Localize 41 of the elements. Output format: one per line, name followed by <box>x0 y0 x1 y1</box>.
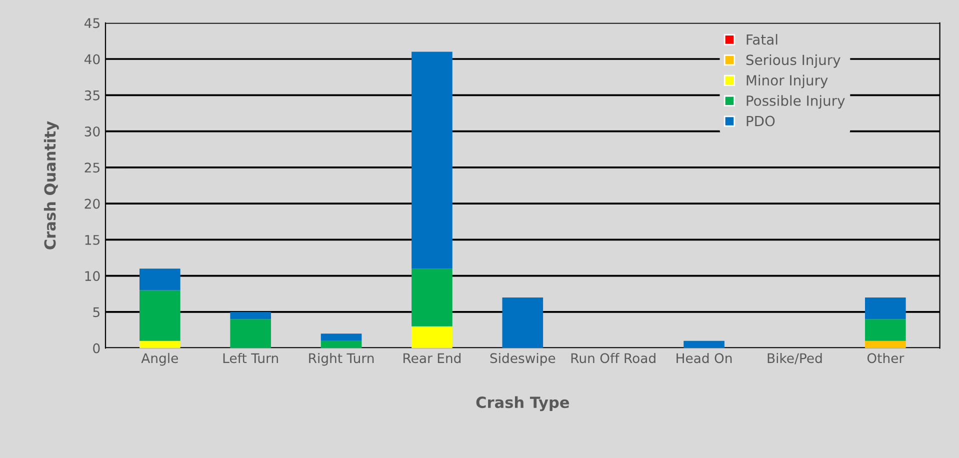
legend-label: Fatal <box>746 34 778 45</box>
bar <box>412 52 452 269</box>
y-tick-label: 20 <box>84 198 100 209</box>
bar <box>320 340 362 348</box>
y-tick-label: 40 <box>84 54 100 64</box>
bar <box>230 312 271 320</box>
bar <box>865 319 906 341</box>
y-tick-label: 10 <box>85 271 100 282</box>
bar <box>140 268 180 290</box>
y-tick-label: 45 <box>84 18 100 28</box>
bar <box>320 334 362 341</box>
y-axis-title: Crash Quantity <box>44 121 59 250</box>
x-tick-label: Other <box>867 352 904 364</box>
bar <box>865 297 906 320</box>
x-tick-label: Sideswipe <box>490 352 556 366</box>
y-tick-label: 35 <box>84 90 100 100</box>
x-tick-label: Right Turn <box>309 352 374 366</box>
bar <box>412 326 452 348</box>
x-tick-label: Angle <box>141 352 178 366</box>
y-tick-label: 15 <box>85 235 100 245</box>
x-tick-label: Left Turn <box>223 352 278 364</box>
legend-label: Possible Injury <box>746 95 845 109</box>
y-tick-label: 0 <box>93 343 100 354</box>
bar <box>502 297 544 348</box>
y-tick-label: 25 <box>84 162 100 173</box>
bar <box>412 268 452 326</box>
x-tick-label: Rear End <box>404 352 461 364</box>
x-axis-title: Crash Type <box>476 396 570 412</box>
legend-label: Serious Injury <box>746 54 840 68</box>
x-tick-label: Head On <box>676 352 732 364</box>
x-tick-label: Bike/Ped <box>768 352 822 364</box>
bar <box>684 340 724 348</box>
x-tick-label: Run Off Road <box>571 352 656 364</box>
legend-label: Minor Injury <box>746 74 828 88</box>
legend-label: PDO <box>746 116 775 126</box>
bar <box>865 340 906 348</box>
bar <box>140 340 180 348</box>
y-tick-label: 30 <box>84 126 100 136</box>
y-tick-label: 5 <box>93 307 100 318</box>
bar <box>230 319 271 348</box>
bar <box>140 290 180 341</box>
